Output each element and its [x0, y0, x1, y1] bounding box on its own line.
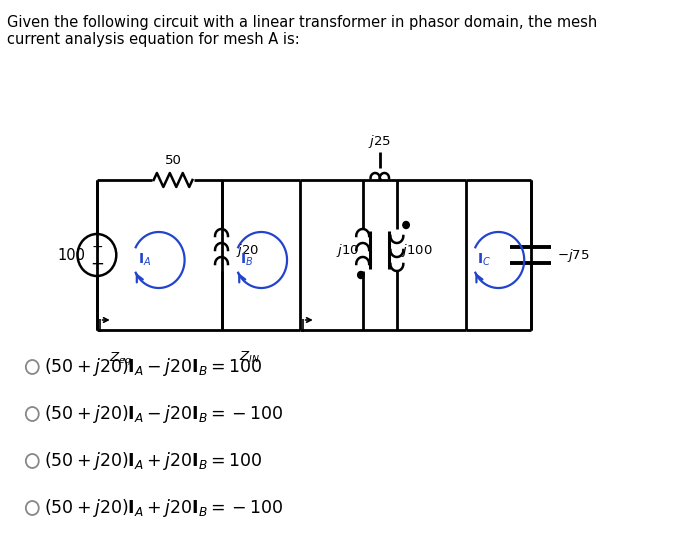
Text: $(50 + j20)\mathbf{I}_A + j20\mathbf{I}_B = 100$: $(50 + j20)\mathbf{I}_A + j20\mathbf{I}_…	[44, 450, 262, 472]
Text: $Z_{IN}$: $Z_{IN}$	[239, 350, 260, 365]
Text: $j25$: $j25$	[368, 133, 391, 150]
Text: $(50 + j20)\mathbf{I}_A - j20\mathbf{I}_B = 100$: $(50 + j20)\mathbf{I}_A - j20\mathbf{I}_…	[44, 356, 262, 378]
Text: 50: 50	[164, 154, 181, 167]
Text: $\mathbf{I}_A$: $\mathbf{I}_A$	[138, 252, 151, 268]
Text: $(50 + j20)\mathbf{I}_A - j20\mathbf{I}_B = -100$: $(50 + j20)\mathbf{I}_A - j20\mathbf{I}_…	[44, 403, 284, 425]
Circle shape	[403, 221, 410, 228]
Text: $Z_{eq}$: $Z_{eq}$	[108, 350, 132, 367]
Text: $j20$: $j20$	[237, 241, 260, 258]
Text: $j10$: $j10$	[336, 241, 359, 258]
Text: $j100$: $j100$	[400, 241, 432, 258]
Text: −: −	[90, 255, 104, 273]
Circle shape	[358, 271, 364, 279]
Text: 100: 100	[57, 248, 85, 263]
Text: $(50 + j20)\mathbf{I}_A + j20\mathbf{I}_B = -100$: $(50 + j20)\mathbf{I}_A + j20\mathbf{I}_…	[44, 497, 284, 519]
Text: $-j75$: $-j75$	[556, 247, 589, 264]
Text: Given the following circuit with a linear transformer in phasor domain, the mesh: Given the following circuit with a linea…	[8, 15, 598, 48]
Text: $\mathbf{I}_B$: $\mathbf{I}_B$	[240, 252, 253, 268]
Text: +: +	[91, 240, 103, 254]
Text: $\mathbf{I}_C$: $\mathbf{I}_C$	[477, 252, 491, 268]
